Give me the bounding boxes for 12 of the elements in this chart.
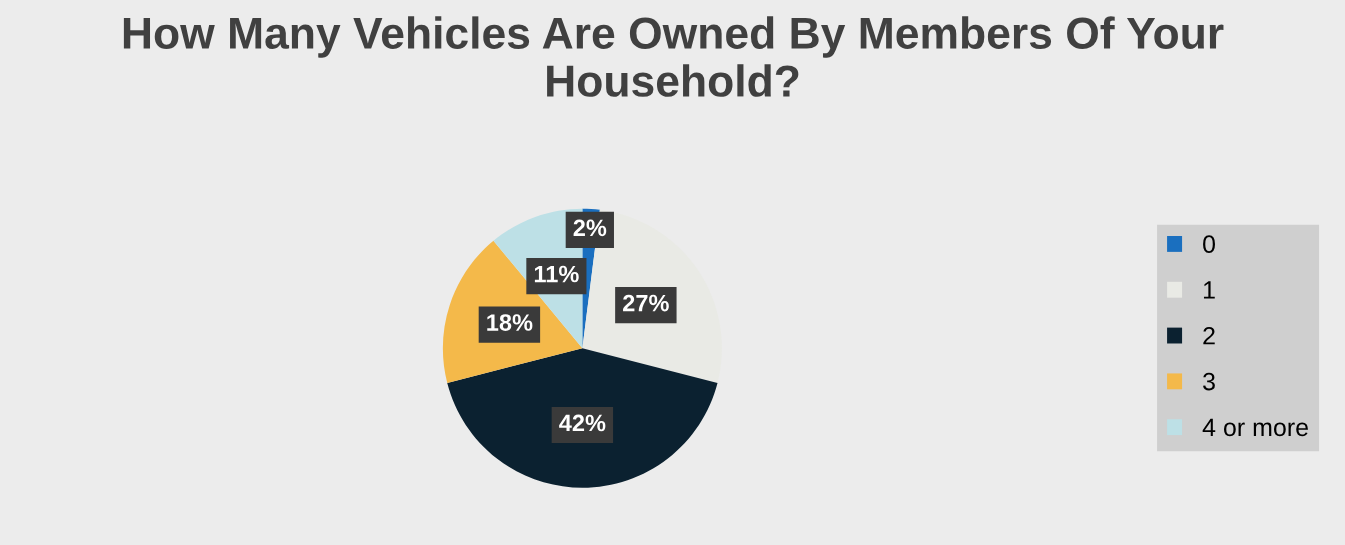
- legend-label: 3: [1203, 372, 1215, 391]
- legend-label: 4 or more: [1202, 418, 1308, 437]
- pie-slice: [447, 348, 718, 488]
- data-label: 18%: [487, 314, 533, 331]
- data-label: 11%: [534, 265, 579, 283]
- legend-label: 0: [1203, 235, 1215, 253]
- data-label: 42%: [559, 414, 606, 432]
- data-label: 27%: [623, 294, 669, 312]
- legend-label: 2: [1203, 326, 1215, 345]
- chart-title: How Many Vehicles Are Owned By Members Of Your Household?: [123, 16, 1224, 97]
- legend-label: 1: [1203, 281, 1215, 299]
- data-label: 2%: [573, 219, 607, 237]
